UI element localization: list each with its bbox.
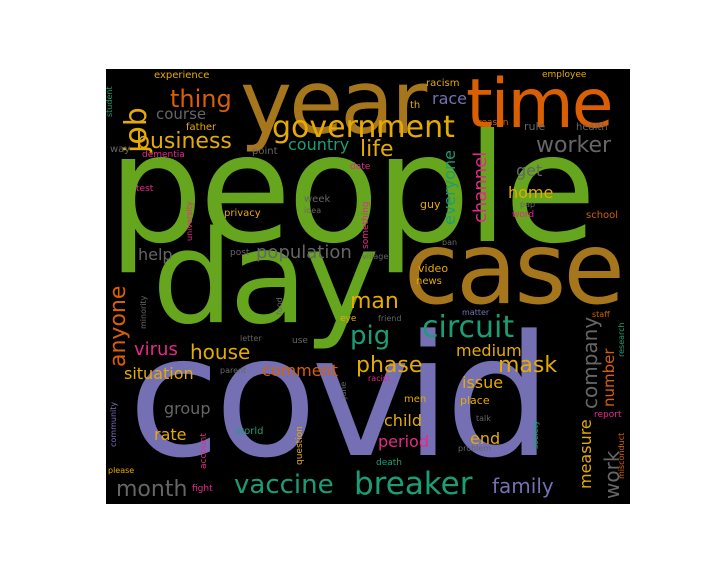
word-company: company — [578, 316, 602, 409]
word-university: university — [185, 201, 194, 241]
word-way: way — [110, 144, 131, 155]
word-matter: matter — [462, 308, 490, 317]
word-mask: mask — [498, 353, 558, 378]
word-men: men — [404, 394, 427, 405]
word-life: life — [360, 137, 394, 162]
word-man: man — [350, 289, 399, 314]
word-everyone: everyone — [440, 150, 459, 225]
word-village: village — [362, 252, 389, 261]
word-channel: channel — [470, 151, 491, 223]
word-th: th — [410, 100, 421, 111]
word-vaccine: vaccine — [234, 470, 334, 500]
word-minority: minority — [139, 295, 148, 329]
word-parent: parent — [220, 366, 247, 375]
word-world: world — [236, 426, 264, 437]
word-end: end — [470, 429, 501, 448]
word-eye: eye — [340, 314, 357, 324]
word-help: help — [138, 245, 173, 264]
word-friend: friend — [378, 314, 402, 323]
word-race: race — [432, 89, 468, 108]
word-issue: issue — [462, 373, 504, 392]
word-home: home — [508, 183, 554, 202]
word-breaker: breaker — [354, 466, 473, 502]
word-staff: staff — [592, 310, 610, 319]
word-medium: medium — [456, 341, 522, 360]
word-letter: letter — [240, 334, 262, 343]
word-death: death — [376, 458, 402, 468]
word-experience: experience — [154, 70, 210, 81]
word-ban: ban — [442, 238, 458, 247]
word-please: please — [108, 466, 135, 475]
word-people: people — [108, 103, 596, 277]
word-thing: thing — [170, 85, 232, 113]
word-research: research — [617, 322, 626, 357]
word-house: house — [190, 340, 251, 364]
word-situation: situation — [124, 364, 194, 383]
word-get: get — [516, 161, 543, 180]
word-health: health — [576, 122, 608, 133]
word-covid: covid — [128, 299, 552, 495]
word-student: student — [106, 86, 114, 117]
word-privacy: privacy — [224, 208, 261, 219]
word-comment: comment — [262, 361, 339, 380]
word-june: june — [339, 381, 348, 399]
word-word: word — [512, 210, 535, 220]
word-reason: reason — [478, 118, 509, 128]
word-country: country — [288, 135, 350, 154]
word-society: society — [531, 420, 540, 449]
word-virus: virus — [134, 339, 178, 360]
word-father: father — [186, 122, 217, 133]
word-problem: problem — [458, 444, 492, 453]
word-business: business — [136, 129, 232, 154]
word-post: post — [230, 248, 250, 258]
word-population: population — [256, 242, 352, 263]
word-time: time — [466, 69, 614, 144]
word-racist: racist — [368, 374, 391, 383]
word-news: news — [416, 276, 442, 287]
word-number: number — [600, 348, 618, 407]
word-child: child — [384, 411, 422, 430]
word-cloud: covid people day case year time governme… — [106, 69, 630, 504]
word-place: place — [460, 394, 490, 407]
word-guy: guy — [420, 198, 441, 211]
word-year: year — [240, 69, 427, 154]
word-misconduct: misconduct — [617, 432, 626, 479]
word-pap: pap — [520, 200, 536, 209]
word-community: community — [109, 401, 118, 447]
word-dementia: dementia — [142, 150, 185, 160]
word-week: week — [304, 194, 331, 205]
word-measure: measure — [576, 419, 595, 489]
word-account: account — [199, 433, 209, 469]
word-circuit: circuit — [422, 310, 515, 345]
word-video: video — [418, 262, 449, 275]
word-pig: pig — [350, 321, 391, 351]
word-case: case — [404, 210, 625, 327]
word-family: family — [492, 474, 554, 498]
word-group: group — [164, 399, 211, 418]
word-fight: fight — [192, 484, 213, 494]
word-employee: employee — [542, 70, 587, 80]
word-test: test — [136, 184, 154, 194]
word-anyone: anyone — [106, 285, 131, 367]
word-month: month — [116, 477, 188, 502]
word-point: point — [252, 146, 278, 157]
word-rate: rate — [154, 425, 187, 444]
word-phase: phase — [356, 353, 423, 378]
word-day: day — [152, 204, 379, 353]
word-food: food — [275, 297, 284, 315]
word-question: question — [295, 426, 305, 465]
word-date: date — [350, 162, 371, 172]
word-worker: worker — [536, 133, 612, 158]
word-school: school — [586, 210, 619, 221]
word-something: something — [361, 201, 371, 249]
word-racism: racism — [426, 78, 460, 89]
word-government: government — [272, 110, 455, 145]
word-use: use — [292, 336, 308, 346]
word-report: report — [594, 410, 622, 420]
word-course: course — [156, 105, 207, 123]
word-idea: idea — [304, 206, 322, 215]
word-rule: rule — [524, 120, 546, 133]
word-talk: talk — [476, 414, 491, 423]
word-period: period — [378, 432, 429, 451]
